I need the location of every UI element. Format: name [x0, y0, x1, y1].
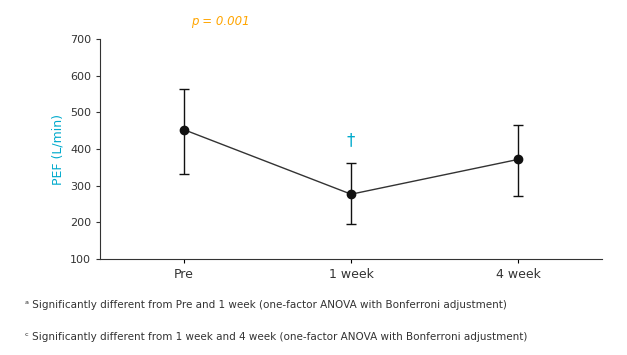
Text: †: †: [347, 131, 356, 149]
Text: ᵃ Significantly different from Pre and 1 week (one-factor ANOVA with Bonferroni : ᵃ Significantly different from Pre and 1…: [25, 300, 507, 310]
Y-axis label: PEF (L/min): PEF (L/min): [51, 114, 65, 185]
Text: ᶜ Significantly different from 1 week and 4 week (one-factor ANOVA with Bonferro: ᶜ Significantly different from 1 week an…: [25, 332, 527, 342]
Text: p = 0.001: p = 0.001: [191, 15, 250, 28]
